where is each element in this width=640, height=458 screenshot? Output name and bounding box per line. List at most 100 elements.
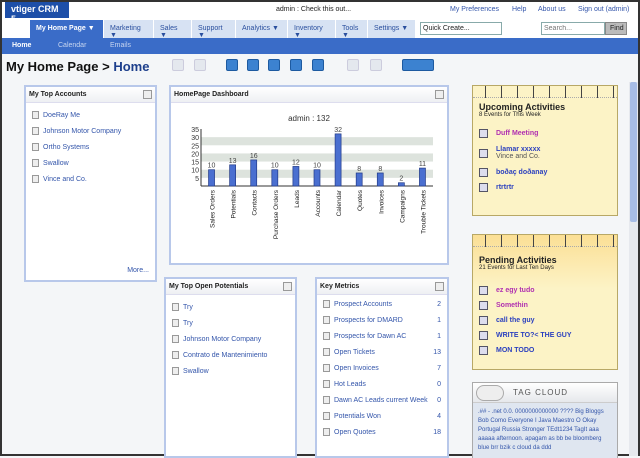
add-widget-icon[interactable] — [226, 59, 238, 71]
list-item[interactable]: Dawn AC Leads current Week 0 — [317, 392, 447, 408]
list-item[interactable]: Johnson Motor Company — [26, 123, 155, 139]
scrollbar-thumb[interactable] — [630, 82, 637, 222]
more-link[interactable]: More... — [127, 267, 149, 274]
notes-icon[interactable] — [312, 59, 324, 71]
list-item[interactable]: DoeRay Me — [26, 107, 155, 123]
item-label[interactable]: Prospect Accounts — [334, 300, 392, 308]
find-button[interactable]: Find — [605, 22, 627, 35]
clock-icon[interactable] — [247, 59, 259, 71]
help-link[interactable]: Help — [512, 6, 527, 13]
list-item[interactable]: Try — [166, 299, 295, 315]
home-icon[interactable] — [172, 59, 184, 71]
activity-label[interactable]: WRITE TO?< THE GUY — [496, 332, 572, 339]
document-icon — [323, 396, 330, 404]
item-label[interactable]: Prospects for Dawn AC — [334, 332, 407, 340]
tab-tools[interactable]: Tools ▼ — [336, 20, 368, 39]
list-item[interactable]: Open Tickets 13 — [317, 344, 447, 360]
activity-item[interactable]: Llamar xxxxx Vince and Co. — [473, 141, 617, 165]
subnav-home[interactable]: Home — [12, 42, 32, 49]
item-label[interactable]: DoeRay Me — [43, 111, 80, 119]
calculator-icon[interactable] — [268, 59, 280, 71]
export-icon[interactable] — [370, 59, 382, 71]
layout-dropdown-icon[interactable] — [402, 59, 434, 71]
search-icon[interactable] — [194, 59, 206, 71]
list-item[interactable]: Swallow — [26, 155, 155, 171]
item-label[interactable]: Contrato de Mantenimiento — [183, 351, 268, 359]
activity-label[interactable]: rtrtrtr — [496, 184, 514, 191]
item-label[interactable]: Prospects for DMARD — [334, 316, 403, 324]
item-label[interactable]: Open Quotes — [334, 428, 376, 436]
expand-icon[interactable] — [283, 282, 292, 291]
tab-inventory[interactable]: Inventory ▼ — [288, 20, 336, 39]
activity-icon — [479, 301, 488, 310]
search-input[interactable] — [541, 22, 605, 35]
item-label[interactable]: Potentials Won — [334, 412, 381, 420]
tab-analytics[interactable]: Analytics ▼ — [236, 20, 288, 38]
tab-sales[interactable]: Sales ▼ — [154, 20, 192, 39]
about-us-link[interactable]: About us — [538, 6, 566, 13]
list-item[interactable]: Prospects for Dawn AC 1 — [317, 328, 447, 344]
activity-label[interactable]: Somethin — [496, 302, 528, 309]
activity-label[interactable]: call the guy — [496, 317, 535, 324]
quick-create-select[interactable]: Quick Create... — [420, 22, 502, 35]
tab-marketing[interactable]: Marketing ▼ — [104, 20, 154, 39]
subnav-calendar[interactable]: Calendar — [58, 42, 87, 49]
list-item[interactable]: Johnson Motor Company — [166, 331, 295, 347]
data-label: 32 — [334, 127, 342, 134]
item-label[interactable]: Swallow — [183, 367, 209, 375]
activity-item[interactable]: rtrtrtr — [473, 180, 617, 195]
list-item[interactable]: Prospect Accounts 2 — [317, 296, 447, 312]
list-item[interactable]: Hot Leads 0 — [317, 376, 447, 392]
expand-icon[interactable] — [435, 90, 444, 99]
list-item[interactable]: Vince and Co. — [26, 171, 155, 187]
item-label[interactable]: Vince and Co. — [43, 175, 87, 183]
item-label[interactable]: Try — [183, 319, 193, 327]
activity-item[interactable]: WRITE TO?< THE GUY — [473, 328, 617, 343]
item-label[interactable]: Ortho Systems — [43, 143, 90, 151]
subnav-emails[interactable]: Emails — [110, 42, 132, 49]
list-item[interactable]: Open Invoices 7 — [317, 360, 447, 376]
item-label[interactable]: Johnson Motor Company — [43, 127, 122, 135]
category-label: Leads — [294, 189, 301, 207]
list-item[interactable]: Contrato de Mantenimiento — [166, 347, 295, 363]
list-item[interactable]: Open Quotes 18 — [317, 424, 447, 440]
sign-out-link[interactable]: Sign out (admin) — [578, 6, 630, 13]
activity-label[interactable]: Duff Meeting — [496, 130, 539, 137]
logo[interactable]: vtiger CRM 5 — [5, 2, 69, 24]
activity-item[interactable]: Somethin — [473, 298, 617, 313]
tab-my-home-page[interactable]: My Home Page ▼ — [30, 20, 104, 38]
expand-icon[interactable] — [143, 90, 152, 99]
activity-item[interactable]: Duff Meeting — [473, 126, 617, 141]
list-item[interactable]: Swallow — [166, 363, 295, 379]
item-label[interactable]: Try — [183, 303, 193, 311]
chat-icon[interactable] — [290, 59, 302, 71]
activity-label[interactable]: ez egy tudo — [496, 287, 535, 294]
scrollbar[interactable] — [629, 82, 638, 456]
category-label: Contacts — [252, 189, 259, 215]
activity-item[interactable]: MON TODO — [473, 343, 617, 358]
import-icon[interactable] — [347, 59, 359, 71]
list-item[interactable]: Prospects for DMARD 1 — [317, 312, 447, 328]
activity-label[interactable]: boðaç doðanay — [496, 169, 548, 176]
tab-settings[interactable]: Settings ▼ — [368, 20, 416, 38]
item-label[interactable]: Open Tickets — [334, 348, 375, 356]
activity-item[interactable]: ez egy tudo — [473, 283, 617, 298]
breadcrumb[interactable]: My Home Page > — [6, 59, 110, 74]
tag-list[interactable]: .## - .net 0.0. 0000000000000 ???? Big B… — [473, 403, 617, 458]
item-label[interactable]: Open Invoices — [334, 364, 379, 372]
item-label[interactable]: Swallow — [43, 159, 69, 167]
list-item[interactable]: Try — [166, 315, 295, 331]
list-item[interactable]: Ortho Systems — [26, 139, 155, 155]
activity-label[interactable]: Llamar xxxxx — [496, 146, 541, 153]
tab-support[interactable]: Support ▼ — [192, 20, 236, 39]
activity-label[interactable]: MON TODO — [496, 347, 535, 354]
expand-icon[interactable] — [435, 282, 444, 291]
activity-item[interactable]: boðaç doðanay — [473, 165, 617, 180]
my-preferences-link[interactable]: My Preferences — [450, 6, 500, 13]
list-item[interactable]: Potentials Won 4 — [317, 408, 447, 424]
item-label[interactable]: Hot Leads — [334, 380, 366, 388]
activity-item[interactable]: call the guy — [473, 313, 617, 328]
item-label[interactable]: Dawn AC Leads current Week — [334, 396, 428, 404]
panel-title: My Top Open Potentials — [166, 279, 295, 295]
item-label[interactable]: Johnson Motor Company — [183, 335, 262, 343]
